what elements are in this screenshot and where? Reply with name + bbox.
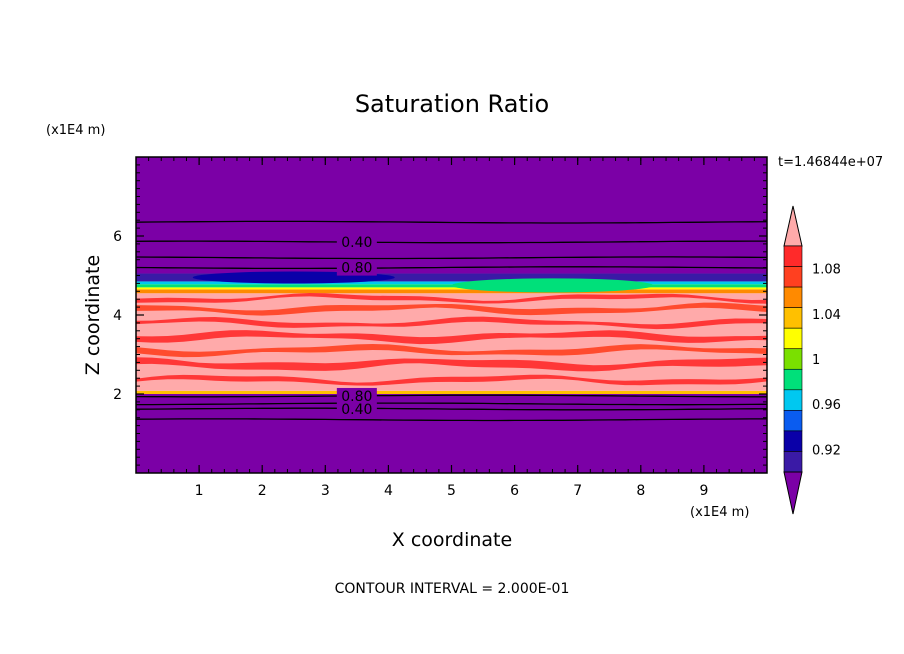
color-band — [136, 157, 767, 274]
streak — [136, 316, 767, 330]
colorbar-segment — [783, 368, 803, 391]
streak — [136, 374, 767, 386]
color-band — [136, 390, 767, 394]
y-unit-label: (x1E4 m) — [46, 123, 105, 138]
lens-feature — [451, 278, 654, 293]
streak — [136, 344, 767, 358]
chart-title: Saturation Ratio — [355, 90, 549, 118]
colorbar-top-arrow — [783, 205, 803, 247]
contour-line — [136, 256, 767, 260]
colorbar: 0.92 0.96 1 1.04 1.08 — [783, 205, 841, 515]
colorbar-segment — [783, 245, 803, 267]
contour-interval-label: CONTOUR INTERVAL = 2.000E-01 — [335, 581, 570, 597]
y-tick-label: 4 — [113, 308, 122, 324]
y-tick-label: 6 — [113, 229, 122, 245]
contour-label: 0.80 — [341, 389, 372, 405]
colorbar-tick-label: 1 — [812, 353, 820, 368]
contour-line — [136, 407, 767, 411]
streak — [136, 330, 767, 345]
colorbar-tick-label: 0.92 — [812, 443, 841, 458]
colorbar-segment — [783, 286, 803, 308]
x-tick-label: 9 — [699, 483, 708, 499]
contour-label-bg — [336, 401, 377, 418]
x-tick-label: 8 — [636, 483, 645, 499]
contour-line — [136, 220, 767, 224]
x-tick-label: 1 — [195, 483, 204, 499]
colorbar-segment — [783, 307, 803, 329]
color-band — [136, 394, 767, 473]
color-band — [136, 287, 767, 290]
x-unit-label: (x1E4 m) — [690, 505, 749, 520]
contour-label-bg — [336, 259, 377, 276]
y-axis: 2 4 6 — [113, 164, 767, 466]
contour-line — [136, 266, 767, 270]
colorbar-segment — [783, 410, 803, 432]
y-axis-label: Z coordinate — [82, 255, 104, 375]
contour-line — [136, 394, 767, 398]
contour-label: 0.80 — [341, 261, 372, 277]
colorbar-segment — [783, 389, 803, 411]
streak — [136, 357, 767, 372]
x-axis: 1 2 3 4 5 6 7 8 9 — [148, 157, 768, 499]
colorbar-segment — [783, 430, 803, 452]
contour-line — [136, 402, 767, 406]
x-tick-label: 7 — [573, 483, 582, 499]
y-tick-label: 2 — [113, 387, 122, 403]
color-band — [136, 284, 767, 288]
x-tick-label: 5 — [447, 483, 456, 499]
contour-lines: 0.400.800.800.40 — [136, 220, 767, 422]
colorbar-segment — [783, 348, 803, 370]
x-tick-label: 4 — [384, 483, 393, 499]
colorbar-tick-label: 1.08 — [812, 263, 841, 278]
x-tick-label: 6 — [510, 483, 519, 499]
colorbar-segment — [783, 327, 803, 350]
colorbar-segment — [783, 451, 803, 473]
contour-label: 0.40 — [341, 235, 372, 251]
x-tick-label: 3 — [321, 483, 330, 499]
contour-label-bg — [336, 233, 377, 250]
streak — [136, 293, 767, 304]
contour-line — [136, 240, 767, 244]
colorbar-tick-label: 0.96 — [812, 398, 841, 413]
colorbar-tick-label: 1.04 — [812, 308, 841, 323]
color-band — [136, 281, 767, 285]
x-tick-label: 2 — [258, 483, 267, 499]
color-band — [136, 273, 767, 282]
contour-label: 0.40 — [341, 402, 372, 418]
time-label: t=1.46844e+07 — [778, 155, 883, 170]
color-band — [136, 289, 767, 294]
contour-label-bg — [336, 387, 377, 404]
plot-area — [136, 157, 767, 473]
colorbar-segment — [783, 266, 803, 288]
contour-line — [136, 418, 767, 422]
x-axis-label: X coordinate — [392, 529, 512, 551]
streak — [136, 302, 767, 316]
colorbar-bottom-arrow — [783, 471, 803, 515]
